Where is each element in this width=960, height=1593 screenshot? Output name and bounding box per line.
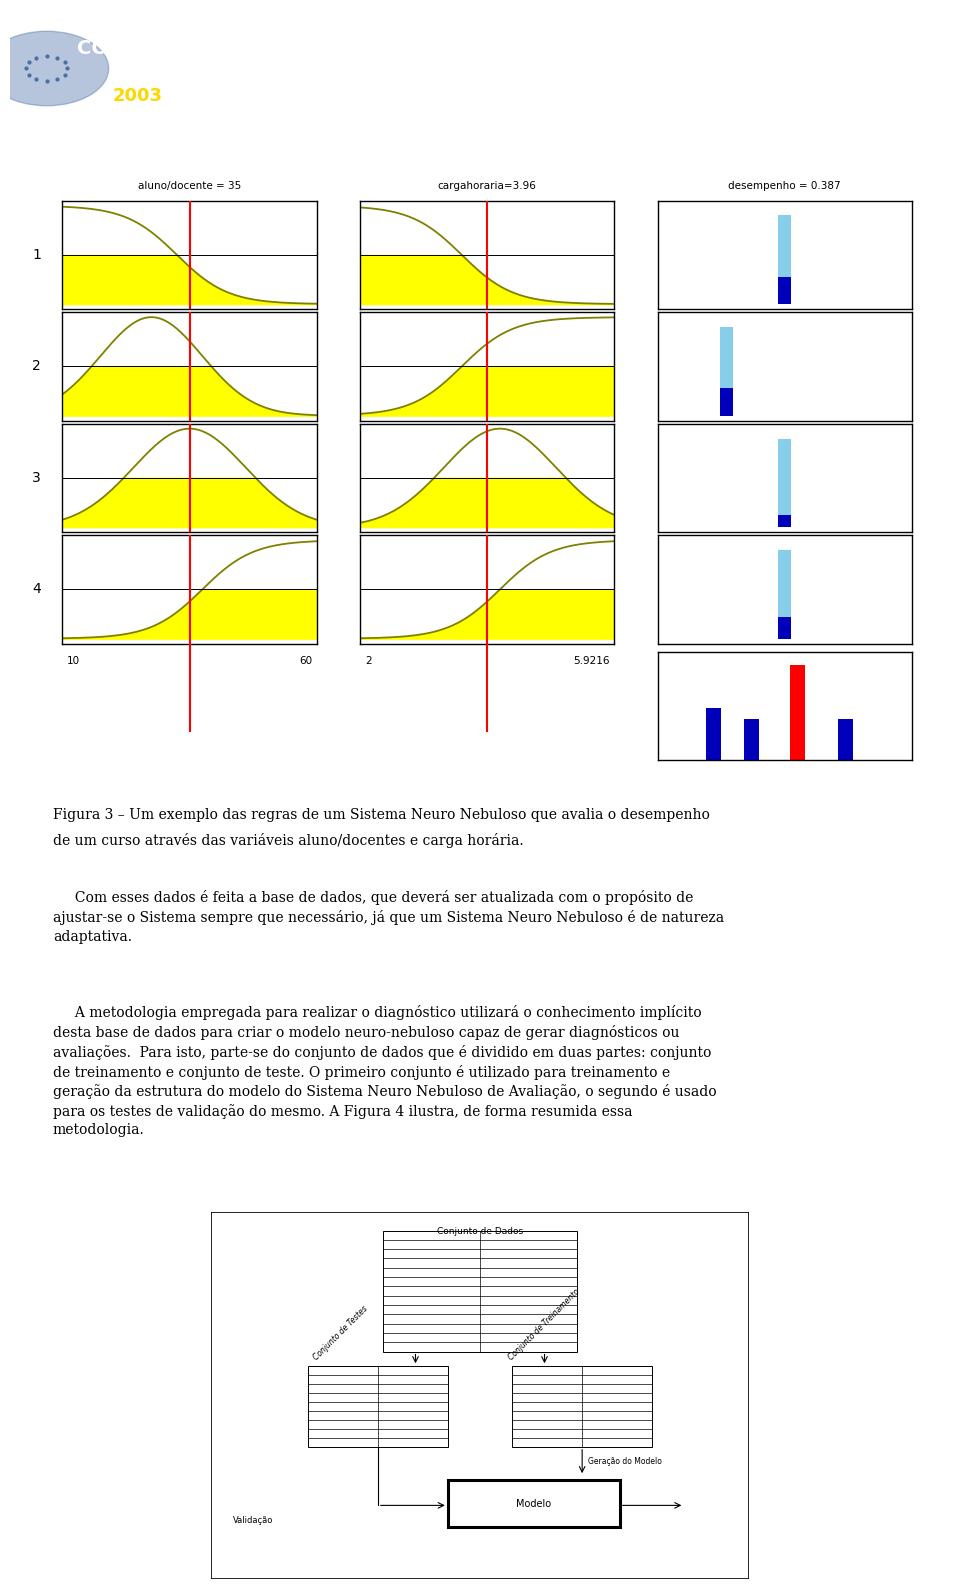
Bar	[383, 1230, 577, 1351]
Bar	[720, 389, 732, 416]
Text: de um curso através das variáveis aluno/docentes e carga horária.: de um curso através das variáveis aluno/…	[53, 833, 523, 847]
Text: aluno/docente = 35: aluno/docente = 35	[138, 182, 241, 191]
Text: 4: 4	[32, 583, 41, 596]
Bar	[779, 616, 791, 639]
Circle shape	[0, 32, 108, 105]
Bar	[779, 215, 791, 304]
Text: COBENGE: COBENGE	[77, 40, 181, 57]
Bar	[308, 1367, 447, 1446]
Bar	[779, 550, 791, 639]
Text: 1: 1	[32, 249, 41, 261]
Bar	[779, 515, 791, 527]
Text: desempenho = 0.387: desempenho = 0.387	[729, 182, 841, 191]
Bar	[744, 718, 759, 760]
Bar	[513, 1367, 652, 1446]
Bar	[720, 327, 732, 416]
Text: 3: 3	[32, 472, 41, 484]
Text: Validação: Validação	[232, 1515, 273, 1525]
Text: 10: 10	[67, 656, 81, 666]
Text: A metodologia empregada para realizar o diagnóstico utilizará o conhecimento imp: A metodologia empregada para realizar o …	[53, 1005, 716, 1137]
Text: 5.9216: 5.9216	[573, 656, 610, 666]
Text: 60: 60	[299, 656, 312, 666]
Bar	[447, 1480, 620, 1528]
Text: Conjunto de Dados: Conjunto de Dados	[437, 1227, 523, 1236]
Bar	[838, 718, 853, 760]
Text: Com esses dados é feita a base de dados, que deverá ser atualizada com o propósi: Com esses dados é feita a base de dados,…	[53, 890, 724, 943]
Bar	[779, 277, 791, 304]
Text: Conjunto de Treinamento: Conjunto de Treinamento	[507, 1287, 582, 1362]
Bar	[706, 707, 721, 760]
Text: 2: 2	[365, 656, 372, 666]
Bar	[779, 438, 791, 527]
Text: Figura 3 – Um exemplo das regras de um Sistema Neuro Nebuloso que avalia o desem: Figura 3 – Um exemplo das regras de um S…	[53, 808, 709, 822]
Text: Conjunto de Testes: Conjunto de Testes	[311, 1305, 370, 1362]
Text: 2003: 2003	[112, 88, 162, 105]
Text: cargahoraria=3.96: cargahoraria=3.96	[438, 182, 537, 191]
Text: Geração do Modelo: Geração do Modelo	[588, 1458, 661, 1466]
Text: 2: 2	[32, 360, 41, 373]
Text: Modelo: Modelo	[516, 1499, 551, 1509]
Bar	[790, 664, 805, 760]
